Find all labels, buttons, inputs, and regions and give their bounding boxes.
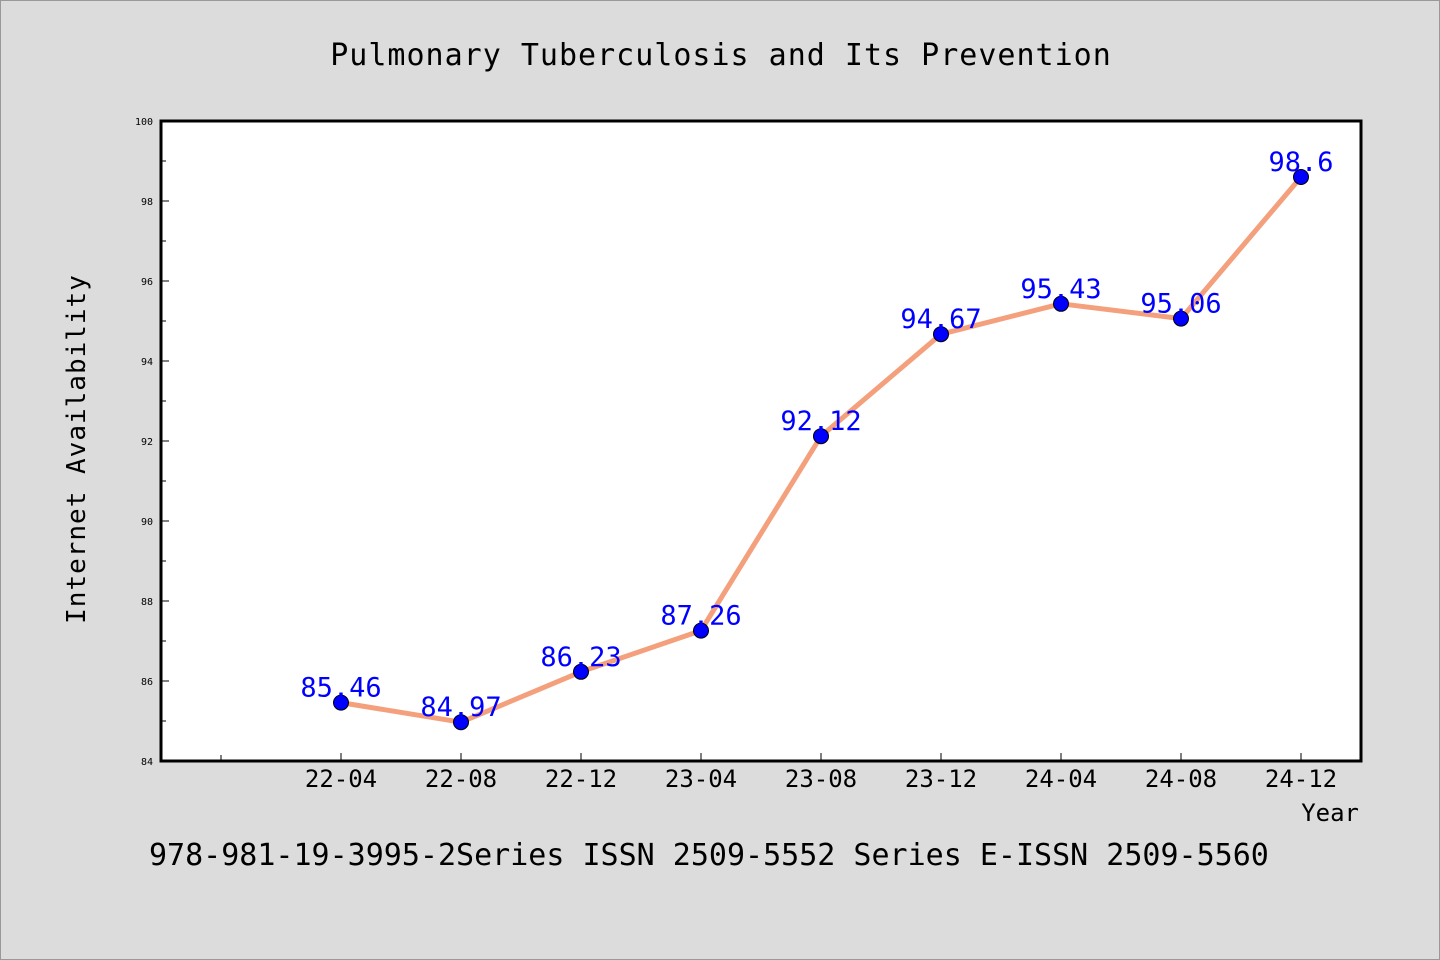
x-tick-label: 23-12 <box>905 765 977 793</box>
data-label: 87.26 <box>660 601 741 632</box>
y-tick-label: 98 <box>141 197 153 208</box>
y-tick-label: 100 <box>135 117 153 128</box>
data-point <box>1293 169 1309 185</box>
data-label: 92.12 <box>780 406 861 437</box>
series-layer: 85.46 84.97 86.23 87.26 92.12 94.67 95.43 95.06… <box>300 147 1334 731</box>
y-axis-label: Internet Availability <box>62 274 92 624</box>
y-axis-ticks: 84 86 88 90 92 94 96 98 100 <box>135 117 169 768</box>
x-tick-label: 22-12 <box>545 765 617 793</box>
x-tick-label: 23-08 <box>785 765 857 793</box>
data-point <box>1053 295 1069 312</box>
data-label: 85.46 <box>300 673 381 704</box>
data-label: 86.23 <box>540 642 621 673</box>
data-point <box>813 428 829 445</box>
data-point <box>693 622 709 639</box>
x-axis-ticks: 22-04 22-08 22-12 23-04 23-08 23-12 24-04 24-08… <box>220 753 1337 793</box>
x-tick-label: 23-04 <box>665 765 737 793</box>
data-point <box>453 714 469 731</box>
data-point <box>573 663 589 680</box>
x-tick-label: 24-04 <box>1025 765 1097 793</box>
y-tick-label: 96 <box>141 277 153 288</box>
data-label: 94.67 <box>900 304 981 335</box>
x-tick-label: 24-08 <box>1145 765 1217 793</box>
data-point <box>1173 310 1189 327</box>
chart-title: Pulmonary Tuberculosis and Its Preventio… <box>330 38 1112 73</box>
data-label: 95.06 <box>1140 289 1221 320</box>
x-tick-label: 22-04 <box>305 765 377 793</box>
x-tick-label: 24-12 <box>1265 765 1337 793</box>
data-point <box>933 326 949 343</box>
y-tick-label: 84 <box>141 757 153 768</box>
x-axis-label: Year <box>1301 799 1359 827</box>
data-label: 84.97 <box>420 692 501 723</box>
x-tick-label: 22-08 <box>425 765 497 793</box>
data-label: 95.43 <box>1020 274 1101 305</box>
y-tick-label: 86 <box>141 677 153 688</box>
data-point <box>333 694 349 711</box>
data-label: 98.6 <box>1268 147 1333 178</box>
y-tick-label: 92 <box>141 437 153 448</box>
y-tick-label: 90 <box>141 517 153 528</box>
footer-text: 978-981-19-3995-2Series ISSN 2509-5552 S… <box>149 838 1269 873</box>
y-tick-label: 94 <box>141 357 153 368</box>
plot-area <box>159 119 1363 763</box>
y-tick-label: 88 <box>141 597 153 608</box>
